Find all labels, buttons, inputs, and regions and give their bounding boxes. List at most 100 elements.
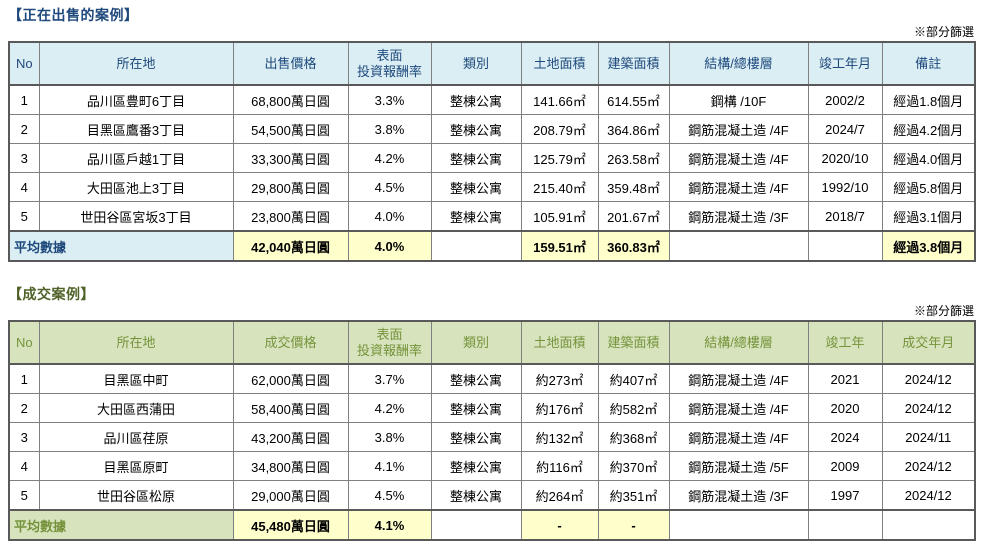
column-header: 建築面積 bbox=[597, 41, 670, 86]
table-row: 2 目黑區鷹番3丁目 54,500萬日圓 3.8% 整棟公寓 208.79㎡ 364.86㎡… bbox=[8, 114, 976, 144]
cell-type: 整棟公寓 bbox=[430, 201, 522, 232]
cell-no: 1 bbox=[8, 84, 40, 115]
cell-location: 世田谷區宮坂3丁目 bbox=[38, 201, 234, 232]
cell-location: 世田谷區松原 bbox=[38, 480, 234, 511]
filter-note: ※部分篩選 bbox=[913, 25, 974, 39]
cell-building-area: 約370㎡ bbox=[597, 451, 670, 481]
cell-land-area: 208.79㎡ bbox=[520, 114, 599, 144]
cell-land-area: 約264㎡ bbox=[520, 480, 599, 511]
cell-no: 3 bbox=[8, 422, 40, 452]
column-header: 類別 bbox=[430, 41, 522, 86]
cell-land-area: 約273㎡ bbox=[520, 363, 599, 394]
cell-remark: 2024/12 bbox=[881, 480, 976, 511]
section-title: 【正在出售的案例】 bbox=[8, 7, 139, 23]
table-row: 3 品川區荏原 43,200萬日圓 3.8% 整棟公寓 約132㎡ 約368㎡ 鋼筋混凝土造 … bbox=[8, 422, 976, 452]
cell-structure: 鋼筋混凝土造 /3F bbox=[668, 480, 809, 511]
cell-building-area: 約368㎡ bbox=[597, 422, 670, 452]
column-header: 表面 投資報酬率 bbox=[347, 320, 432, 365]
cell-yield: 4.2% bbox=[347, 143, 432, 173]
cell-yield: 4.5% bbox=[347, 480, 432, 511]
table-row: 1 品川區豊町6丁目 68,800萬日圓 3.3% 整棟公寓 141.66㎡ 614.55㎡… bbox=[8, 84, 976, 115]
cell-no: 5 bbox=[8, 201, 40, 232]
column-header: 類別 bbox=[430, 320, 522, 365]
section-for-sale: 【正在出售的案例】 ※部分篩選 No 所在地 出售價格 表面 投資報酬率 類別 土地面積建… bbox=[8, 6, 976, 262]
cell-completion: 2018/7 bbox=[807, 201, 883, 232]
cell-building-area: 約582㎡ bbox=[597, 393, 670, 423]
cell-yield: 4.1% bbox=[347, 451, 432, 481]
table-row: 2 大田區西蒲田 58,400萬日圓 4.2% 整棟公寓 約176㎡ 約582㎡ 鋼筋混凝土造… bbox=[8, 393, 976, 423]
average-label: 平均數據 bbox=[8, 230, 234, 262]
cell-structure: 鋼筋混凝土造 /3F bbox=[668, 201, 809, 232]
cell-building-area: 約351㎡ bbox=[597, 480, 670, 511]
cell-structure: 鋼筋混凝土造 /4F bbox=[668, 172, 809, 202]
cell-building-area: 263.58㎡ bbox=[597, 143, 670, 173]
cell-completion: 2021 bbox=[807, 363, 883, 394]
cell-structure: 鋼筋混凝土造 /4F bbox=[668, 143, 809, 173]
table-row: 3 品川區戶越1丁目 33,300萬日圓 4.2% 整棟公寓 125.79㎡ 263.58㎡… bbox=[8, 143, 976, 173]
average-building-area: - bbox=[597, 509, 670, 541]
cell-price: 62,000萬日圓 bbox=[232, 363, 349, 394]
cell-remark: 經過4.0個月 bbox=[881, 143, 976, 173]
table-row: 1 目黑區中町 62,000萬日圓 3.7% 整棟公寓 約273㎡ 約407㎡ 鋼筋混凝土造 … bbox=[8, 363, 976, 394]
cell-land-area: 125.79㎡ bbox=[520, 143, 599, 173]
cell-completion: 2009 bbox=[807, 451, 883, 481]
cell-price: 68,800萬日圓 bbox=[232, 84, 349, 115]
cell-location: 目黑區中町 bbox=[38, 363, 234, 394]
cell-type: 整棟公寓 bbox=[430, 84, 522, 115]
column-header: 成交價格 bbox=[232, 320, 349, 365]
column-header: 竣工年月 bbox=[807, 41, 883, 86]
cell-remark: 經過3.1個月 bbox=[881, 201, 976, 232]
cell-completion: 2002/2 bbox=[807, 84, 883, 115]
column-header: No bbox=[8, 41, 40, 86]
cell-type: 整棟公寓 bbox=[430, 172, 522, 202]
column-header: 出售價格 bbox=[232, 41, 349, 86]
cell-type: 整棟公寓 bbox=[430, 363, 522, 394]
cell-building-area: 359.48㎡ bbox=[597, 172, 670, 202]
header-row: No 所在地 成交價格 表面 投資報酬率 類別 土地面積 建築面積 結構/總樓層 竣工年 成交年月 bbox=[8, 320, 976, 365]
cell-yield: 3.8% bbox=[347, 114, 432, 144]
cell-no: 4 bbox=[8, 172, 40, 202]
average-price: 45,480萬日圓 bbox=[232, 509, 349, 541]
average-structure bbox=[668, 509, 809, 541]
cell-remark: 2024/12 bbox=[881, 393, 976, 423]
cell-no: 2 bbox=[8, 393, 40, 423]
cell-remark: 2024/12 bbox=[881, 363, 976, 394]
cell-completion: 2020/10 bbox=[807, 143, 883, 173]
cell-completion: 1997 bbox=[807, 480, 883, 511]
cell-location: 品川區荏原 bbox=[38, 422, 234, 452]
cell-yield: 4.0% bbox=[347, 201, 432, 232]
column-header: 竣工年 bbox=[807, 320, 883, 365]
column-header: No bbox=[8, 320, 40, 365]
column-header: 土地面積 bbox=[520, 41, 599, 86]
cell-price: 23,800萬日圓 bbox=[232, 201, 349, 232]
cell-building-area: 364.86㎡ bbox=[597, 114, 670, 144]
cell-yield: 3.8% bbox=[347, 422, 432, 452]
cell-completion: 2024/7 bbox=[807, 114, 883, 144]
cell-price: 43,200萬日圓 bbox=[232, 422, 349, 452]
cell-no: 1 bbox=[8, 363, 40, 394]
cell-structure: 鋼筋混凝土造 /4F bbox=[668, 422, 809, 452]
table-row: 5 世田谷區松原 29,000萬日圓 4.5% 整棟公寓 約264㎡ 約351㎡ 鋼筋混凝土造… bbox=[8, 480, 976, 511]
column-header: 備註 bbox=[881, 41, 976, 86]
cell-location: 目黑區原町 bbox=[38, 451, 234, 481]
cell-price: 54,500萬日圓 bbox=[232, 114, 349, 144]
cell-no: 4 bbox=[8, 451, 40, 481]
average-completion bbox=[807, 230, 883, 262]
table-row: 5 世田谷區宮坂3丁目 23,800萬日圓 4.0% 整棟公寓 105.91㎡ 201.67… bbox=[8, 201, 976, 232]
cell-yield: 3.3% bbox=[347, 84, 432, 115]
cell-building-area: 614.55㎡ bbox=[597, 84, 670, 115]
cell-type: 整棟公寓 bbox=[430, 114, 522, 144]
cell-completion: 2020 bbox=[807, 393, 883, 423]
cell-completion: 1992/10 bbox=[807, 172, 883, 202]
cell-building-area: 201.67㎡ bbox=[597, 201, 670, 232]
average-completion bbox=[807, 509, 883, 541]
cell-yield: 4.5% bbox=[347, 172, 432, 202]
cell-no: 2 bbox=[8, 114, 40, 144]
cell-price: 29,800萬日圓 bbox=[232, 172, 349, 202]
table-row: 4 大田區池上3丁目 29,800萬日圓 4.5% 整棟公寓 215.40㎡ 359.48㎡… bbox=[8, 172, 976, 202]
average-building-area: 360.83㎡ bbox=[597, 230, 670, 262]
cell-price: 33,300萬日圓 bbox=[232, 143, 349, 173]
average-row: 平均數據 42,040萬日圓 4.0% 159.51㎡ 360.83㎡ 經過3.8個月 bbox=[8, 230, 976, 262]
cell-completion: 2024 bbox=[807, 422, 883, 452]
